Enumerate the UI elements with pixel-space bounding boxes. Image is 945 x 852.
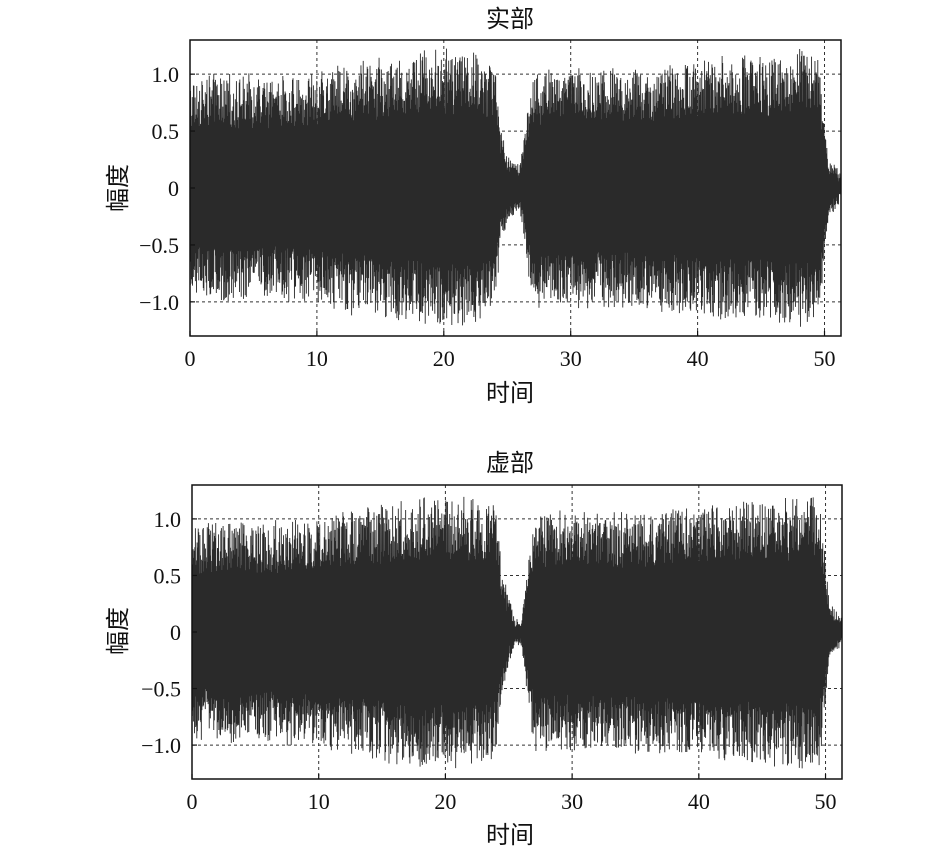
x-tick-label: 50	[815, 789, 837, 814]
x-axis-ticks: 0 10 20 30 40 50	[187, 774, 837, 814]
x-tick-label: 30	[561, 789, 583, 814]
y-tick-label: −1.0	[139, 290, 179, 315]
x-tick-label: 10	[306, 346, 328, 371]
y-axis-label: 幅度	[105, 164, 132, 212]
y-tick-label: −0.5	[141, 677, 181, 702]
x-tick-label: 10	[308, 789, 330, 814]
x-axis-label: 时间	[486, 822, 534, 849]
x-tick-label: 40	[688, 789, 710, 814]
y-tick-label: 0	[168, 176, 179, 201]
x-axis-label: 时间	[486, 380, 534, 407]
y-tick-label: 1.0	[154, 507, 182, 532]
signal-line	[190, 49, 841, 327]
signal-series	[192, 497, 842, 769]
x-tick-label: 20	[434, 789, 456, 814]
y-axis-ticks: 1.0 0.5 0 −0.5 −1.0	[141, 507, 197, 758]
x-tick-label: 50	[814, 346, 836, 371]
y-tick-label: −1.0	[141, 733, 181, 758]
y-axis-label: 幅度	[105, 607, 132, 655]
x-tick-label: 0	[185, 346, 196, 371]
x-tick-label: 20	[433, 346, 455, 371]
y-tick-label: 1.0	[152, 62, 180, 87]
chart-real-part: 实部 0 10 20 30 40 50 1.0 0.5 0 −0.5 −1.0 时间 幅度	[105, 6, 841, 407]
signal-line	[192, 497, 842, 769]
signal-series	[190, 49, 841, 327]
y-axis-ticks: 1.0 0.5 0 −0.5 −1.0	[139, 62, 195, 315]
x-tick-label: 0	[187, 789, 198, 814]
chart-imaginary-part: 虚部 0 10 20 30 40 50 1.0 0.5 0 −0.5 −1.0 时间 幅度	[105, 450, 842, 849]
x-axis-ticks: 0 10 20 30 40 50	[185, 331, 836, 371]
x-tick-label: 40	[687, 346, 709, 371]
y-tick-label: 0.5	[152, 119, 180, 144]
y-tick-label: 0.5	[154, 563, 182, 588]
chart-title: 虚部	[486, 450, 534, 477]
chart-title: 实部	[486, 6, 534, 33]
y-tick-label: 0	[170, 620, 181, 645]
y-tick-label: −0.5	[139, 233, 179, 258]
x-tick-label: 30	[560, 346, 582, 371]
